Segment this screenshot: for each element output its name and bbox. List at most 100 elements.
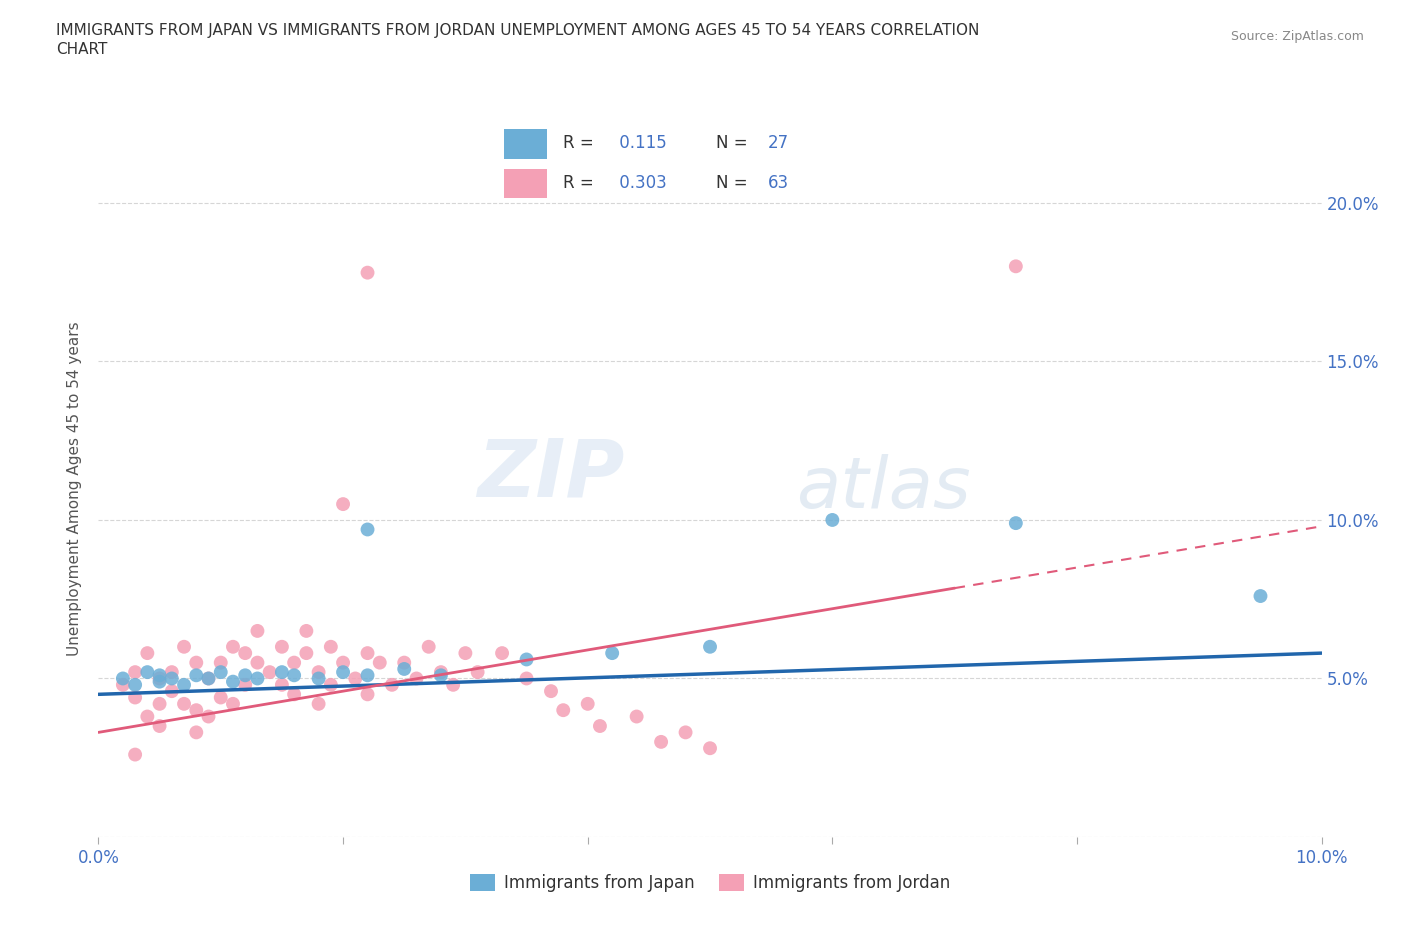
Point xyxy=(173,697,195,711)
Point xyxy=(356,265,378,280)
Text: R =: R = xyxy=(562,135,599,153)
Point xyxy=(270,639,292,654)
Point xyxy=(454,645,477,660)
Point xyxy=(124,677,146,692)
Point xyxy=(441,677,464,692)
Point xyxy=(516,671,538,686)
Point xyxy=(259,665,281,680)
Point xyxy=(111,677,134,692)
Point xyxy=(149,671,172,686)
Point xyxy=(368,655,391,670)
Point xyxy=(209,690,232,705)
Point xyxy=(491,645,513,660)
Legend: Immigrants from Japan, Immigrants from Jordan: Immigrants from Japan, Immigrants from J… xyxy=(464,867,956,898)
Point xyxy=(675,725,697,740)
Point xyxy=(821,512,844,527)
Point xyxy=(222,639,245,654)
Text: 0.115: 0.115 xyxy=(614,135,666,153)
Text: ZIP: ZIP xyxy=(477,435,624,513)
Point xyxy=(699,741,721,756)
Point xyxy=(233,668,256,683)
Point xyxy=(576,697,599,711)
Point xyxy=(319,677,342,692)
Point xyxy=(332,655,354,670)
Point xyxy=(160,665,183,680)
Text: CHART: CHART xyxy=(56,42,108,57)
Point xyxy=(197,709,219,724)
Point xyxy=(589,719,612,734)
Point xyxy=(332,665,354,680)
Point xyxy=(124,690,146,705)
Point xyxy=(392,655,416,670)
Point xyxy=(405,671,427,686)
Point xyxy=(173,677,195,692)
Point xyxy=(124,747,146,762)
Point xyxy=(149,697,172,711)
Text: R =: R = xyxy=(562,174,599,192)
Point xyxy=(124,665,146,680)
Point xyxy=(209,665,232,680)
Point xyxy=(283,655,305,670)
Point xyxy=(149,674,172,689)
Point xyxy=(136,645,159,660)
Point xyxy=(356,645,378,660)
FancyBboxPatch shape xyxy=(503,129,547,158)
Text: atlas: atlas xyxy=(796,454,970,523)
Point xyxy=(1004,515,1026,530)
Point xyxy=(356,668,378,683)
Point xyxy=(149,719,172,734)
Point xyxy=(1249,589,1271,604)
Text: Source: ZipAtlas.com: Source: ZipAtlas.com xyxy=(1230,30,1364,43)
Point xyxy=(222,697,245,711)
Text: IMMIGRANTS FROM JAPAN VS IMMIGRANTS FROM JORDAN UNEMPLOYMENT AMONG AGES 45 TO 54: IMMIGRANTS FROM JAPAN VS IMMIGRANTS FROM… xyxy=(56,23,980,38)
Point xyxy=(186,655,208,670)
Point xyxy=(467,665,489,680)
Point xyxy=(186,725,208,740)
Point xyxy=(270,677,292,692)
Point xyxy=(173,639,195,654)
Point xyxy=(540,684,562,698)
Point xyxy=(308,697,330,711)
Point xyxy=(626,709,648,724)
Point xyxy=(308,671,330,686)
Point xyxy=(295,645,318,660)
Point xyxy=(553,703,575,718)
Point xyxy=(430,665,453,680)
Point xyxy=(197,671,219,686)
Point xyxy=(160,671,183,686)
Text: N =: N = xyxy=(717,174,754,192)
Point xyxy=(319,639,342,654)
Point xyxy=(332,497,354,512)
Point xyxy=(356,522,378,537)
Point xyxy=(308,665,330,680)
Point xyxy=(233,677,256,692)
Point xyxy=(381,677,404,692)
Point xyxy=(418,639,440,654)
Point xyxy=(430,668,453,683)
FancyBboxPatch shape xyxy=(503,168,547,198)
Point xyxy=(699,639,721,654)
Point xyxy=(270,665,292,680)
Point xyxy=(344,671,367,686)
Point xyxy=(392,661,416,676)
Point xyxy=(1004,259,1026,273)
Point xyxy=(233,645,256,660)
Point xyxy=(246,671,269,686)
Point xyxy=(222,674,245,689)
Point xyxy=(246,655,269,670)
Point xyxy=(186,668,208,683)
Text: 0.303: 0.303 xyxy=(614,174,666,192)
Text: 63: 63 xyxy=(768,174,789,192)
Point xyxy=(516,652,538,667)
Point xyxy=(197,671,219,686)
Point xyxy=(246,623,269,638)
Point xyxy=(186,703,208,718)
Point xyxy=(356,687,378,702)
Point xyxy=(149,668,172,683)
Point xyxy=(295,623,318,638)
Point xyxy=(111,671,134,686)
Point xyxy=(160,684,183,698)
Text: 27: 27 xyxy=(768,135,789,153)
Point xyxy=(136,665,159,680)
Point xyxy=(650,735,672,750)
